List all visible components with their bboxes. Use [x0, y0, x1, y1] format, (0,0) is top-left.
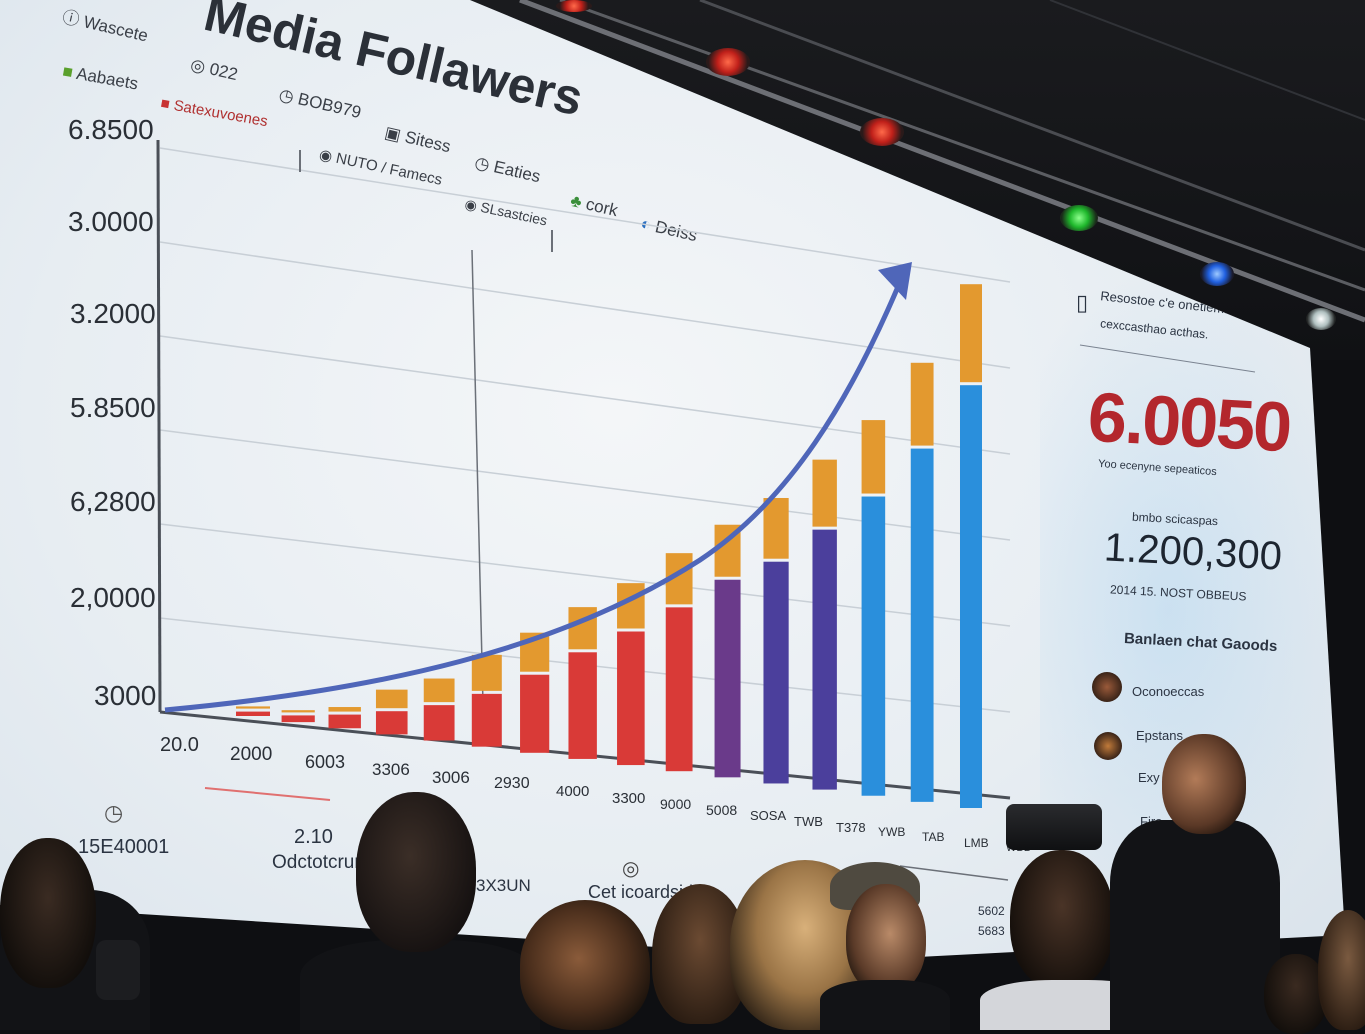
bar-lower — [910, 448, 934, 802]
stage-light-white — [1306, 308, 1336, 330]
bottom-divider — [899, 865, 1009, 881]
x-tick-label: YWB — [878, 825, 906, 839]
audience-person — [820, 980, 950, 1030]
y-tick-label: 3000 — [94, 680, 157, 711]
growth-arrow-line — [164, 281, 903, 713]
audience-person — [300, 940, 540, 1030]
bar-upper — [568, 607, 597, 650]
bottom-icon: ◷ — [104, 800, 124, 825]
bar-lower — [520, 674, 550, 753]
bar-upper — [236, 706, 270, 709]
stage-light-red — [706, 48, 750, 76]
bars — [236, 284, 982, 808]
bar-upper — [812, 459, 837, 527]
bottom-label: 3X3UN — [476, 876, 531, 895]
audience-head — [520, 900, 650, 1030]
bar-upper — [423, 678, 455, 703]
bar-lower — [763, 561, 789, 784]
stage-light-red — [556, 0, 592, 12]
x-tick-label: SOSA — [750, 808, 787, 823]
x-tick-label: 3300 — [612, 790, 646, 807]
gridline — [159, 241, 1011, 369]
arrow-head-icon — [878, 262, 912, 300]
second-metric: 1.200,300 — [1102, 525, 1284, 579]
bottom-right-label: 5683 — [978, 924, 1005, 938]
underline-accent — [204, 787, 331, 801]
bar-upper — [471, 654, 502, 691]
audience-head — [1010, 850, 1114, 990]
bar-upper — [328, 707, 361, 712]
bar-lower — [471, 693, 502, 747]
bar-lower — [568, 652, 597, 759]
bar-lower — [236, 711, 270, 716]
bar-lower — [861, 496, 886, 796]
bar-upper — [910, 362, 934, 446]
panel-item: Oconoeccas — [1132, 684, 1205, 699]
y-tick-label: 6.8500 — [68, 114, 154, 145]
bar-upper — [281, 710, 315, 713]
bar-upper — [763, 497, 789, 559]
bottom-right-label: 5602 — [978, 904, 1005, 918]
bar-upper — [861, 420, 886, 494]
y-tick-label: 3.2000 — [70, 298, 156, 329]
audience-camera — [96, 940, 140, 1000]
y-axis — [156, 139, 162, 713]
x-tick-label: T378 — [836, 820, 866, 835]
x-tick-label: TAB — [922, 830, 945, 844]
x-tick-label: 3306 — [372, 760, 410, 779]
camera-icon — [1006, 804, 1102, 850]
bar-upper — [960, 284, 982, 383]
x-tick-label: 20.0 — [160, 734, 199, 756]
stage-light-red — [860, 118, 904, 146]
avatar — [1094, 732, 1122, 760]
big-metric: 6.0050 — [1086, 377, 1293, 467]
audience-head — [846, 884, 926, 994]
gridline — [159, 147, 1011, 283]
bar-lower — [665, 607, 693, 772]
panel-divider — [1079, 344, 1256, 373]
bar-lower — [375, 711, 408, 735]
audience-head — [356, 792, 476, 952]
stage-light-blue — [1200, 262, 1234, 286]
bottom-label: 15E40001 — [78, 836, 170, 858]
bar-lower — [617, 631, 645, 766]
y-tick-label: 6,2800 — [70, 486, 156, 517]
bottom-icon: ◎ — [622, 858, 640, 880]
bar-lower — [423, 705, 455, 741]
bar-lower — [812, 529, 837, 790]
y-tick-label: 3.0000 — [68, 206, 154, 237]
bar-lower — [281, 715, 315, 723]
bar-lower — [328, 714, 361, 729]
panel-item: Epstans — [1136, 728, 1183, 743]
photographer-head — [1162, 734, 1246, 834]
y-tick-label: 5.8500 — [70, 392, 156, 423]
x-tick-label: 6003 — [305, 752, 346, 772]
x-tick-label: TWB — [794, 814, 823, 829]
x-tick-label: 2000 — [230, 744, 273, 765]
x-tick-label: 4000 — [556, 783, 590, 800]
bar-lower — [714, 579, 741, 778]
y-tick-label: 2,0000 — [70, 582, 156, 613]
bottom-label: 2.10 — [294, 826, 333, 848]
x-tick-label: LMB — [964, 836, 989, 850]
bottom-label: Odctotcrun — [272, 852, 365, 873]
x-tick-label: 2930 — [494, 775, 530, 792]
x-tick-label: 9000 — [660, 796, 692, 812]
avatar — [1092, 672, 1122, 702]
audience-head — [1318, 910, 1365, 1030]
bar-lower — [960, 385, 982, 808]
panel-icon: ▯ — [1076, 290, 1089, 315]
stage-light-green — [1060, 205, 1098, 231]
audience-head — [1264, 954, 1328, 1034]
x-tick-label: 5008 — [706, 802, 738, 818]
x-tick-label: 3006 — [432, 768, 470, 787]
bar-upper — [375, 689, 408, 709]
photographer — [1110, 820, 1280, 1030]
panel-item: Exy — [1138, 770, 1160, 785]
audience-head — [0, 838, 96, 988]
